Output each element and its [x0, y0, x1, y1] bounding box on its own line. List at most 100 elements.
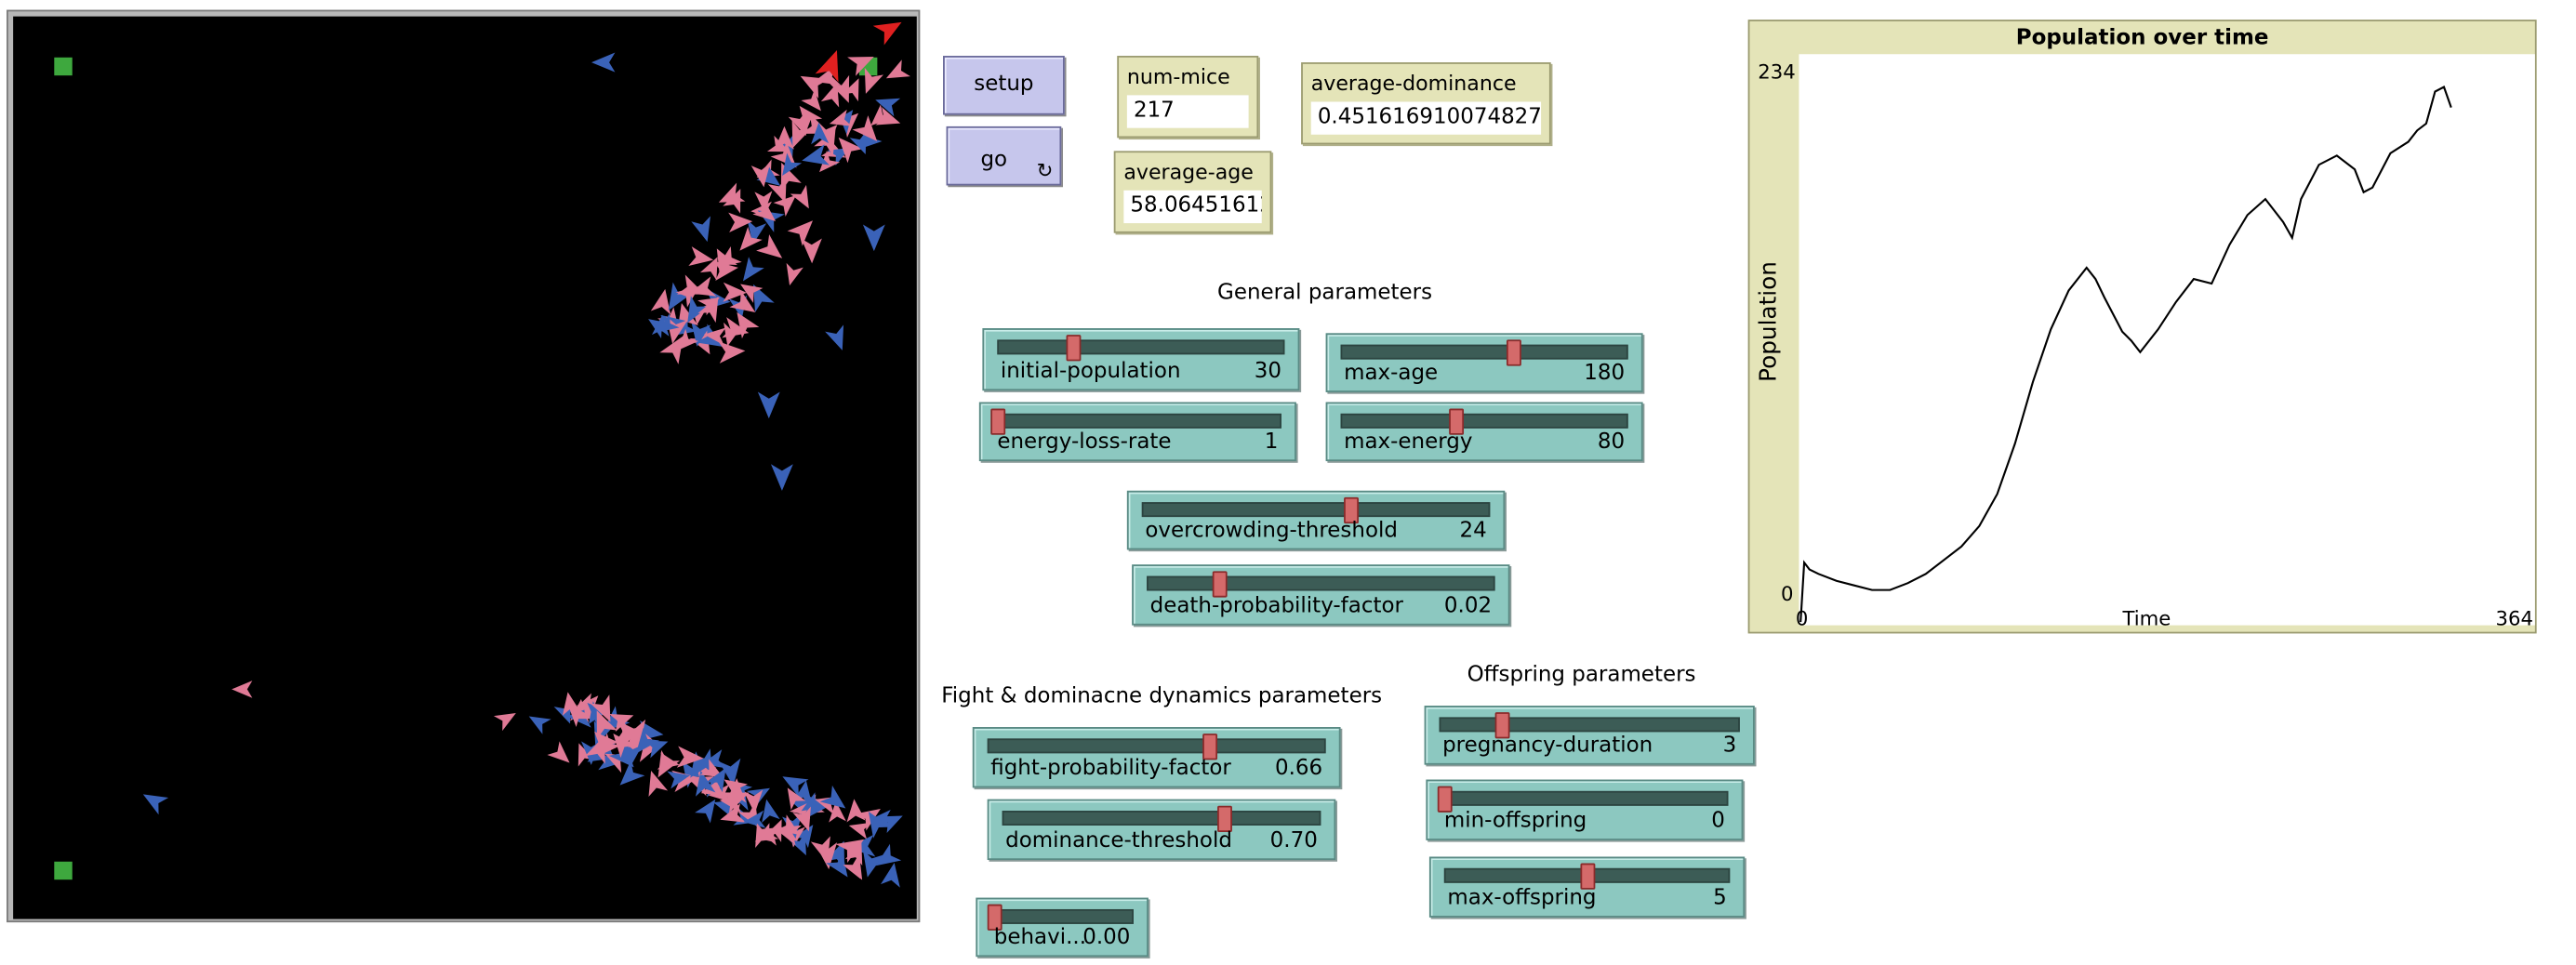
- mouse-icon: [829, 800, 846, 823]
- slider-knob[interactable]: [1449, 408, 1465, 435]
- slider-knob[interactable]: [1212, 571, 1227, 598]
- mouse-icon: [869, 810, 892, 828]
- slider-value: 0.02: [1443, 594, 1493, 619]
- x-min-label: 0: [1795, 607, 1809, 630]
- slider-track[interactable]: [990, 908, 1134, 924]
- max-energy-slider[interactable]: max-energy 80: [1325, 402, 1643, 462]
- mouse-icon: [668, 282, 692, 311]
- mouse-icon: [848, 822, 871, 839]
- slider-knob[interactable]: [1067, 335, 1082, 362]
- mouse-icon: [716, 248, 737, 275]
- slider-track[interactable]: [1441, 790, 1729, 806]
- slider-label: death-probability-factor: [1149, 594, 1403, 619]
- slider-track[interactable]: [997, 339, 1285, 355]
- mouse-icon: [787, 220, 814, 246]
- mouse-icon: [648, 770, 669, 797]
- slider-track[interactable]: [1340, 413, 1628, 429]
- mouse-icon: [829, 74, 850, 103]
- monitor-label: num-mice: [1126, 63, 1230, 89]
- world-view[interactable]: [13, 16, 917, 919]
- slider-value: 180: [1584, 361, 1626, 386]
- slider-track[interactable]: [993, 413, 1281, 429]
- mouse-icon: [810, 836, 830, 863]
- dominance-threshold-slider[interactable]: dominance-threshold 0.70: [987, 799, 1336, 861]
- mouse-icon: [819, 150, 841, 173]
- slider-label: behavi...: [993, 925, 1087, 951]
- slider-track[interactable]: [1002, 811, 1321, 826]
- mouse-icon: [782, 152, 803, 177]
- mouse-icon: [528, 716, 551, 734]
- slider-label: energy-loss-rate: [997, 430, 1172, 455]
- mouse-icon: [621, 720, 643, 747]
- x-max-label: 364: [2495, 607, 2533, 630]
- mouse-icon: [786, 262, 803, 286]
- mouse-icon: [849, 131, 867, 155]
- mouse-icon: [787, 787, 806, 811]
- fight-parameters-heading: Fight & dominacne dynamics parameters: [941, 684, 1383, 709]
- num-mice-monitor: num-mice 217: [1117, 56, 1259, 139]
- mouse-icon: [757, 391, 780, 419]
- mouse-icon: [752, 200, 777, 222]
- min-offspring-slider[interactable]: min-offspring 0: [1426, 779, 1744, 840]
- max-offspring-slider[interactable]: max-offspring 5: [1428, 856, 1746, 918]
- initial-population-slider[interactable]: initial-population 30: [982, 328, 1300, 391]
- mouse-icon: [770, 464, 793, 491]
- slider-track[interactable]: [1147, 575, 1495, 591]
- mouse-icon: [635, 727, 660, 754]
- slider-value: 0: [1711, 809, 1725, 834]
- mouse-icon: [875, 98, 901, 117]
- slider-label: pregnancy-duration: [1442, 734, 1653, 759]
- mouse-icon: [718, 341, 746, 364]
- behavior-slider[interactable]: behavi... 0.00: [976, 897, 1149, 958]
- max-age-slider[interactable]: max-age 180: [1325, 333, 1643, 392]
- mouse-icon: [657, 749, 681, 778]
- mouse-icon: [667, 771, 690, 789]
- mouse-icon: [820, 83, 840, 108]
- slider-value: 0.66: [1274, 756, 1323, 782]
- slider-track[interactable]: [987, 738, 1326, 754]
- mouse-icon: [695, 799, 716, 824]
- slider-knob[interactable]: [1506, 339, 1521, 366]
- mouse-icon: [659, 336, 684, 364]
- slider-knob[interactable]: [1437, 786, 1453, 813]
- monitor-value: 0.451616910074827: [1310, 101, 1542, 135]
- slider-knob[interactable]: [990, 408, 1006, 435]
- mouse-icon: [650, 288, 671, 315]
- mouse-icon: [718, 182, 746, 203]
- mouse-icon: [591, 52, 616, 73]
- slider-knob[interactable]: [1217, 805, 1232, 833]
- mouse-icon: [776, 814, 801, 836]
- slider-knob[interactable]: [1494, 712, 1510, 739]
- mouse-icon: [773, 195, 796, 218]
- slider-track[interactable]: [1141, 502, 1491, 518]
- mouse-icon: [718, 758, 741, 787]
- slider-knob[interactable]: [1343, 496, 1359, 524]
- mouse-icon: [697, 297, 719, 324]
- mouse-icon: [870, 104, 893, 126]
- mouse-icon: [872, 21, 902, 46]
- go-button[interactable]: go ↻: [946, 126, 1062, 186]
- pregnancy-duration-slider[interactable]: pregnancy-duration 3: [1424, 706, 1755, 765]
- mouse-icon: [885, 59, 910, 79]
- slider-track[interactable]: [1340, 344, 1628, 360]
- slider-label: dominance-threshold: [1005, 828, 1232, 853]
- slider-knob[interactable]: [1580, 863, 1596, 890]
- overcrowding-threshold-slider[interactable]: overcrowding-threshold 24: [1126, 490, 1506, 550]
- setup-button[interactable]: setup: [943, 56, 1065, 115]
- mouse-icon: [676, 746, 704, 768]
- death-probability-factor-slider[interactable]: death-probability-factor 0.02: [1132, 564, 1510, 626]
- slider-knob[interactable]: [1202, 734, 1218, 760]
- y-min-label: 0: [1780, 582, 1794, 606]
- mouse-icon: [720, 803, 747, 823]
- mouse-icon: [706, 767, 726, 793]
- fight-probability-factor-slider[interactable]: fight-probability-factor 0.66: [972, 727, 1341, 788]
- slider-knob[interactable]: [987, 904, 1003, 931]
- mouse-icon: [596, 710, 617, 739]
- slider-track[interactable]: [1439, 717, 1740, 733]
- energy-loss-rate-slider[interactable]: energy-loss-rate 1: [978, 402, 1296, 462]
- slider-label: max-age: [1344, 361, 1439, 386]
- mouse-icon: [743, 810, 766, 828]
- slider-value: 80: [1597, 430, 1626, 455]
- mouse-icon: [801, 792, 825, 812]
